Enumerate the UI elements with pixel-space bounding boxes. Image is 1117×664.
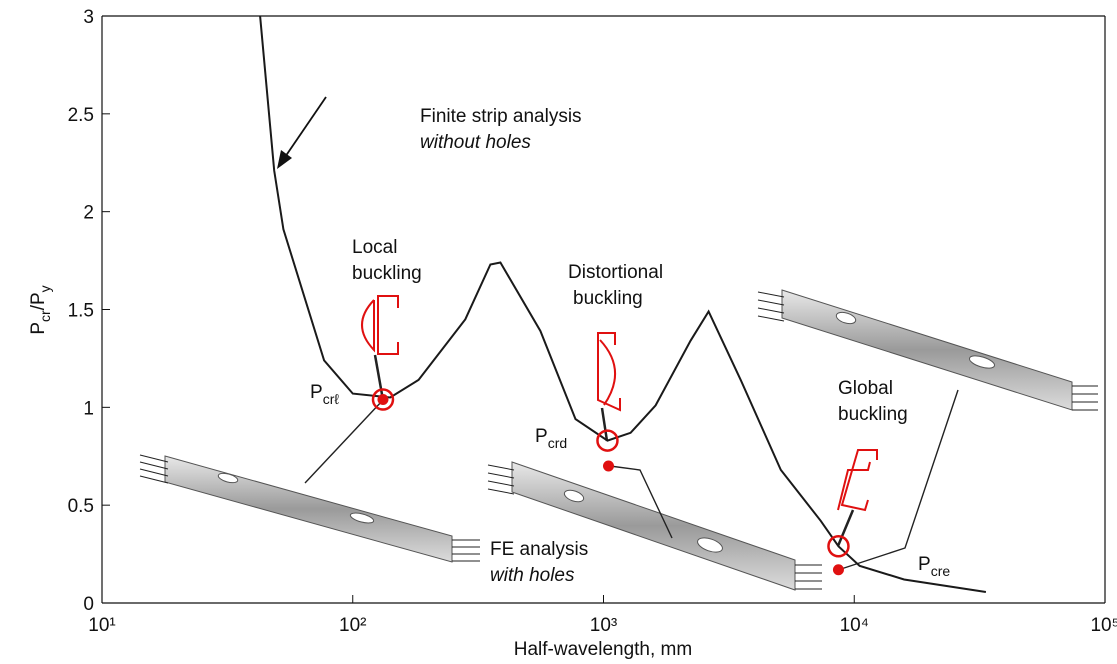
y-tick-label: 0 xyxy=(83,594,94,615)
beam-local xyxy=(139,454,480,563)
annotation: FE analysis xyxy=(490,539,588,560)
annotation: Finite strip analysis xyxy=(420,106,582,127)
y-tick-label: 0.5 xyxy=(68,496,94,517)
critical-point xyxy=(596,429,619,452)
x-tick-label: 10³ xyxy=(590,615,617,636)
annotation: Distortional xyxy=(568,262,663,283)
y-tick-label: 2.5 xyxy=(68,105,94,126)
fe-point xyxy=(377,394,389,406)
section-sketches xyxy=(361,295,878,512)
x-tick-label: 10² xyxy=(339,615,366,636)
y-tick-label: 2 xyxy=(83,203,94,224)
annotation: Local xyxy=(352,237,397,258)
x-tick-label: 10¹ xyxy=(88,615,115,636)
annotation: Pcrℓ xyxy=(310,382,339,407)
x-tick-label: 10⁴ xyxy=(840,615,869,636)
fe-point xyxy=(832,564,844,576)
fe-point xyxy=(603,460,615,472)
annotation: Global xyxy=(838,378,893,399)
sketch-lines xyxy=(373,354,855,547)
arrow xyxy=(277,96,327,169)
annotation: without holes xyxy=(420,132,531,153)
leader-lines xyxy=(304,389,959,571)
beam-global xyxy=(757,289,1098,411)
critical-point xyxy=(371,388,395,411)
annotation: buckling xyxy=(352,263,422,284)
critical-point xyxy=(827,535,850,558)
x-axis-label: Half-wavelength, mm xyxy=(514,639,692,660)
y-tick-label: 1.5 xyxy=(68,301,94,322)
annotation: buckling xyxy=(838,404,908,425)
y-tick-label: 3 xyxy=(83,7,94,28)
annotation: with holes xyxy=(490,565,575,586)
beam-distortional xyxy=(487,461,822,591)
x-tick-label: 10⁵ xyxy=(1090,615,1117,636)
y-tick-label: 1 xyxy=(83,398,94,419)
annotation: Pcre xyxy=(918,554,950,579)
annotation: Pcrd xyxy=(535,426,567,451)
curve xyxy=(259,15,987,593)
y-axis-label: Pcr/Py xyxy=(28,285,53,334)
annotation: buckling xyxy=(573,288,643,309)
